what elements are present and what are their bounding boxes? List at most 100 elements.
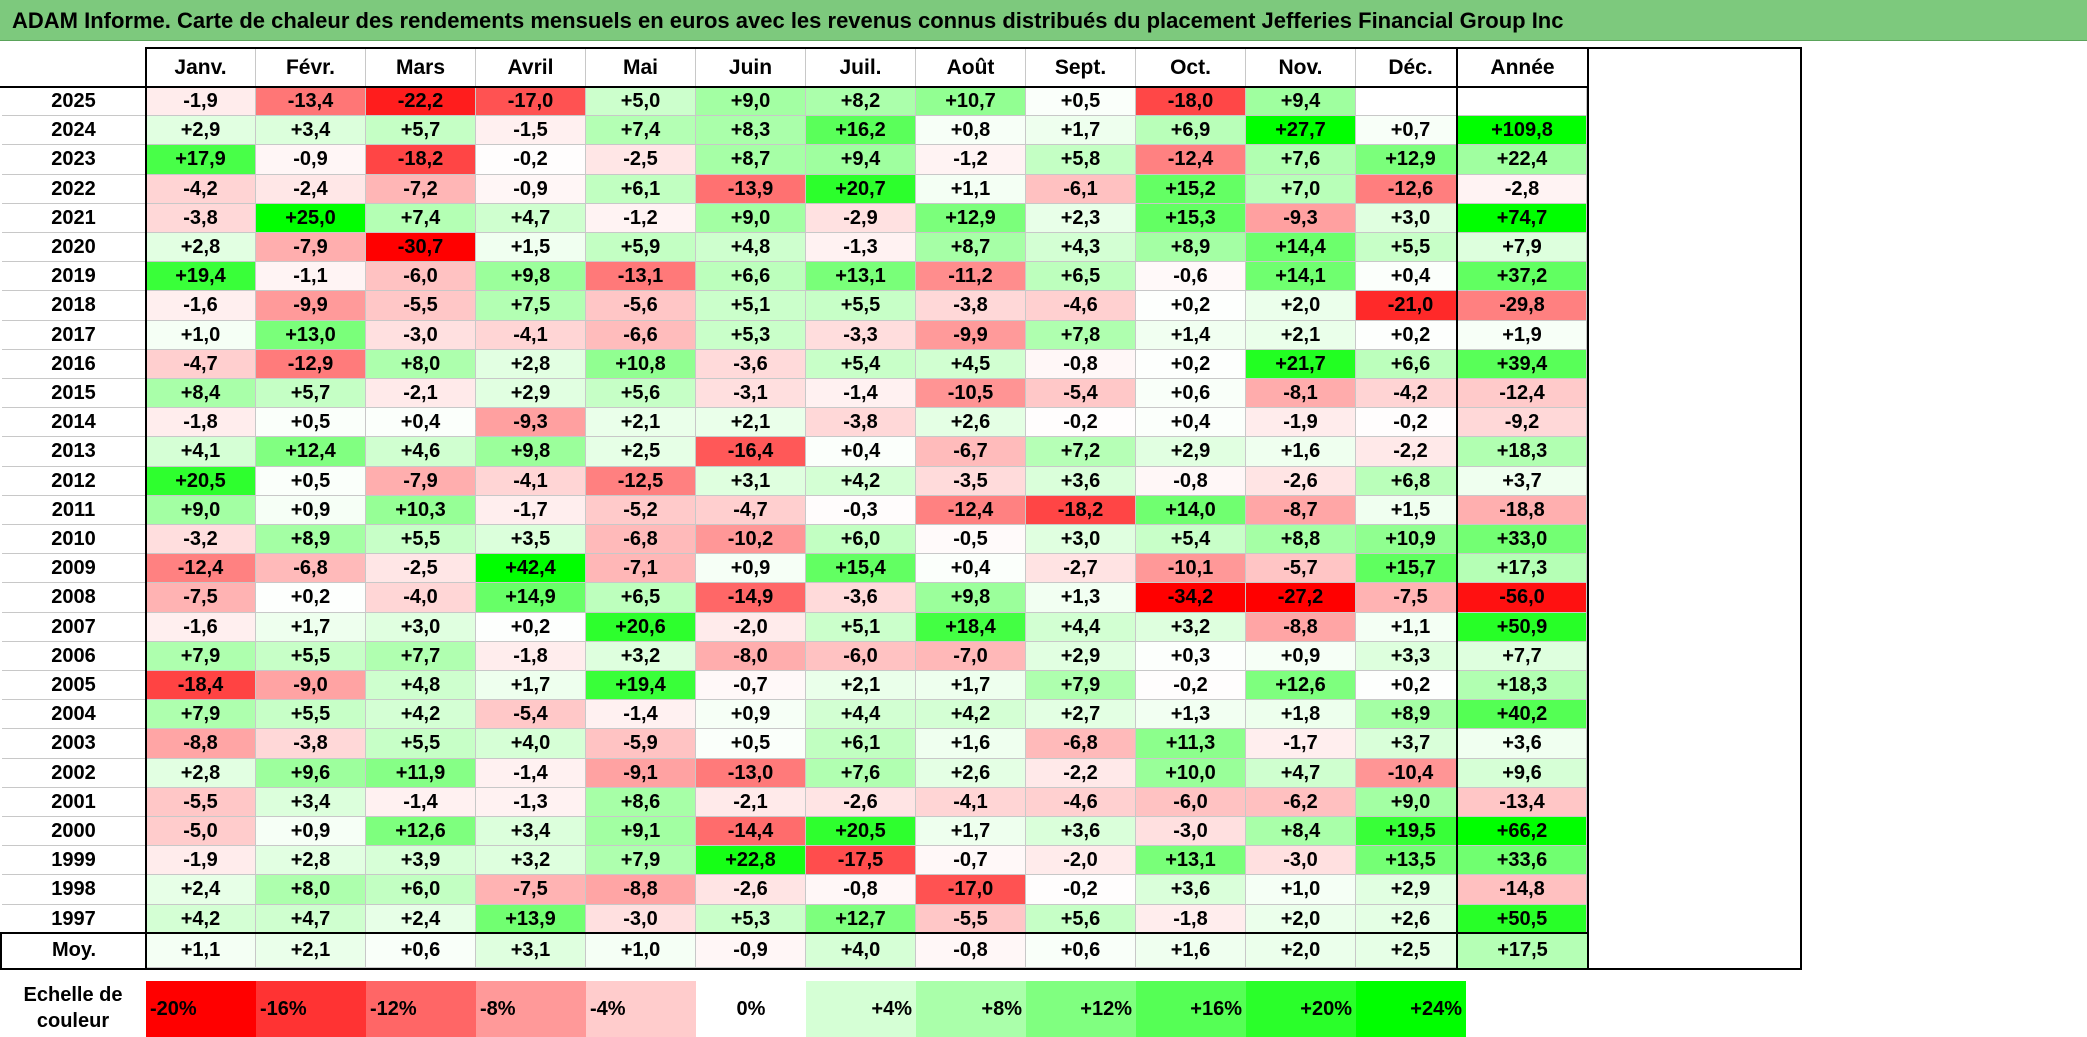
month-cell: +1,1 [1356,613,1466,642]
year-label: 1998 [2,875,146,905]
annual-cell: +33,0 [1458,525,1587,554]
color-scale-step: -20% [146,981,256,1037]
month-cell: -13,1 [586,262,696,291]
month-cell: -0,2 [1026,875,1136,905]
month-cell: +19,4 [146,262,256,291]
year-label: 2020 [2,233,146,262]
month-cell: +19,4 [586,671,696,700]
month-header: Avril [476,49,586,87]
month-cell: -8,1 [1246,379,1356,408]
month-cell: -2,1 [366,379,476,408]
month-cell: +9,8 [476,437,586,467]
month-cell: +9,4 [1246,87,1356,116]
month-cell: +4,2 [806,467,916,496]
month-cell: +4,1 [146,437,256,467]
month-cell: +0,9 [1246,642,1356,671]
month-cell: +1,0 [1246,875,1356,905]
month-cell: +13,5 [1356,846,1466,875]
month-cell: +2,1 [806,671,916,700]
month-cell: +0,4 [366,408,476,437]
month-cell: +0,2 [476,613,586,642]
annual-cell: +1,9 [1458,321,1587,350]
month-cell: +2,9 [1356,875,1466,905]
month-cell: -10,4 [1356,759,1466,788]
month-header: Févr. [256,49,366,87]
year-label: 2008 [2,583,146,613]
year-label: 2022 [2,175,146,204]
month-cell: -2,6 [1246,467,1356,496]
annual-cell: +33,6 [1458,846,1587,875]
month-cell: +8,8 [1246,525,1356,554]
annual-cell: +39,4 [1458,350,1587,379]
month-cell: +3,2 [476,846,586,875]
average-cell: +3,1 [476,933,586,968]
month-cell: -0,7 [696,671,806,700]
month-cell: +14,1 [1246,262,1356,291]
month-cell: +8,4 [1246,817,1356,846]
month-cell: +6,8 [1356,467,1466,496]
month-cell: +9,0 [1356,788,1466,817]
month-cell: -3,3 [806,321,916,350]
annual-cell [1458,87,1587,116]
month-cell: -3,0 [586,905,696,934]
month-cell: +7,0 [1246,175,1356,204]
month-cell: -7,0 [916,642,1026,671]
month-cell: -0,8 [806,875,916,905]
month-cell: +3,0 [366,613,476,642]
month-cell: +1,6 [1246,437,1356,467]
month-cell: +3,2 [586,642,696,671]
year-label: 2003 [2,729,146,759]
average-separator [0,932,1457,934]
month-cell: -18,2 [1026,496,1136,525]
month-cell: -16,4 [696,437,806,467]
month-cell: +13,1 [806,262,916,291]
header-separator-annual [1456,86,1589,88]
month-cell: +0,2 [1356,671,1466,700]
average-cell: +2,5 [1356,933,1466,968]
month-cell: -3,8 [146,204,256,233]
month-cell: -6,2 [1246,788,1356,817]
average-cell: -0,9 [696,933,806,968]
month-cell: +1,7 [1026,116,1136,145]
month-cell: +2,9 [1026,642,1136,671]
month-cell: -1,3 [806,233,916,262]
month-cell: -8,7 [1246,496,1356,525]
month-cell: -0,3 [806,496,916,525]
month-cell: +9,8 [916,583,1026,613]
month-cell: -4,1 [476,467,586,496]
year-label: 2001 [2,788,146,817]
month-cell: +0,4 [1356,262,1466,291]
color-scale-step: 0% [696,981,806,1037]
month-cell: -3,8 [806,408,916,437]
month-cell: +7,8 [1026,321,1136,350]
month-cell: -7,9 [256,233,366,262]
month-cell: +7,9 [146,642,256,671]
month-cell: -0,8 [1136,467,1246,496]
month-cell: +2,9 [1136,437,1246,467]
month-cell: +2,9 [476,379,586,408]
month-cell: -2,1 [696,788,806,817]
month-cell: -1,9 [1246,408,1356,437]
month-cell: -2,0 [1026,846,1136,875]
month-header: Août [916,49,1026,87]
year-label: 2025 [2,87,146,116]
month-cell: -1,9 [146,87,256,116]
month-cell: +0,9 [696,554,806,583]
month-cell: +2,6 [1356,905,1466,934]
month-cell: -1,4 [586,700,696,729]
month-cell: +18,4 [916,613,1026,642]
color-scale-step: +16% [1136,981,1246,1037]
month-cell: +0,5 [1026,87,1136,116]
month-cell: +4,4 [806,700,916,729]
color-scale-label-line2: couleur [36,1010,110,1032]
annual-cell: +9,6 [1458,759,1587,788]
month-cell: -4,0 [366,583,476,613]
month-cell: -4,2 [1356,379,1466,408]
month-cell: +3,0 [1356,204,1466,233]
month-cell: +6,6 [696,262,806,291]
month-cell: +0,2 [256,583,366,613]
month-cell: +0,7 [1356,116,1466,145]
month-cell: +9,6 [256,759,366,788]
month-cell: +0,3 [1136,642,1246,671]
month-cell: -18,0 [1136,87,1246,116]
